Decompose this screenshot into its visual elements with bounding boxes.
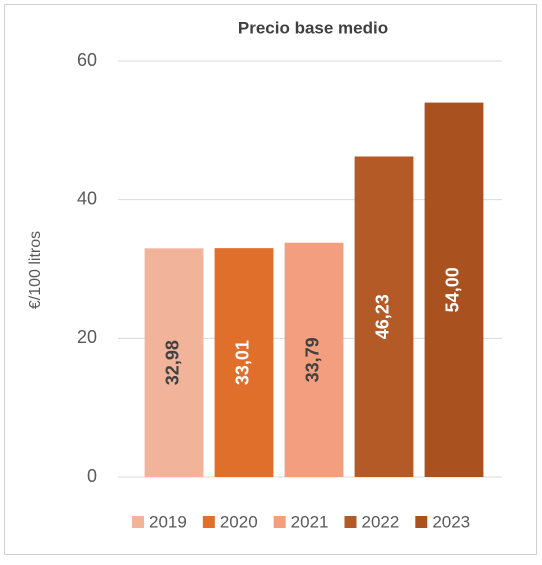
legend-swatch (344, 516, 357, 528)
legend-swatch (202, 516, 215, 528)
y-tick-label: 0 (87, 466, 97, 486)
bar (424, 102, 484, 477)
legend-label: 2020 (220, 512, 258, 531)
y-tick-label: 40 (77, 188, 97, 208)
y-tick-label: 60 (77, 50, 97, 70)
y-tick-label: 20 (77, 327, 97, 347)
bar (214, 248, 274, 477)
chart-title: Precio base medio (238, 18, 388, 37)
bar (144, 248, 204, 477)
legend-label: 2019 (149, 512, 187, 531)
data-label: 54,00 (443, 267, 463, 312)
legend-label: 2021 (291, 512, 329, 531)
legend-swatch (132, 516, 144, 528)
data-label: 33,01 (233, 340, 253, 385)
data-label: 32,98 (163, 340, 183, 385)
legend-label: 2022 (361, 512, 399, 531)
legend-swatch (273, 516, 286, 528)
legend-label: 2023 (432, 512, 470, 531)
bar (354, 156, 414, 478)
data-label: 33,79 (303, 337, 323, 382)
bar (284, 242, 344, 477)
legend-swatch (415, 516, 428, 528)
y-axis-label: €/100 litros (27, 231, 44, 309)
data-label: 46,23 (373, 294, 393, 339)
